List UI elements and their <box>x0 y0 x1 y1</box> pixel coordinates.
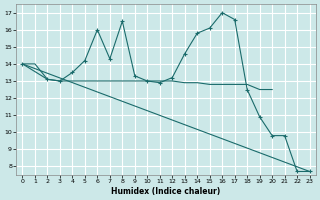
X-axis label: Humidex (Indice chaleur): Humidex (Indice chaleur) <box>111 187 221 196</box>
